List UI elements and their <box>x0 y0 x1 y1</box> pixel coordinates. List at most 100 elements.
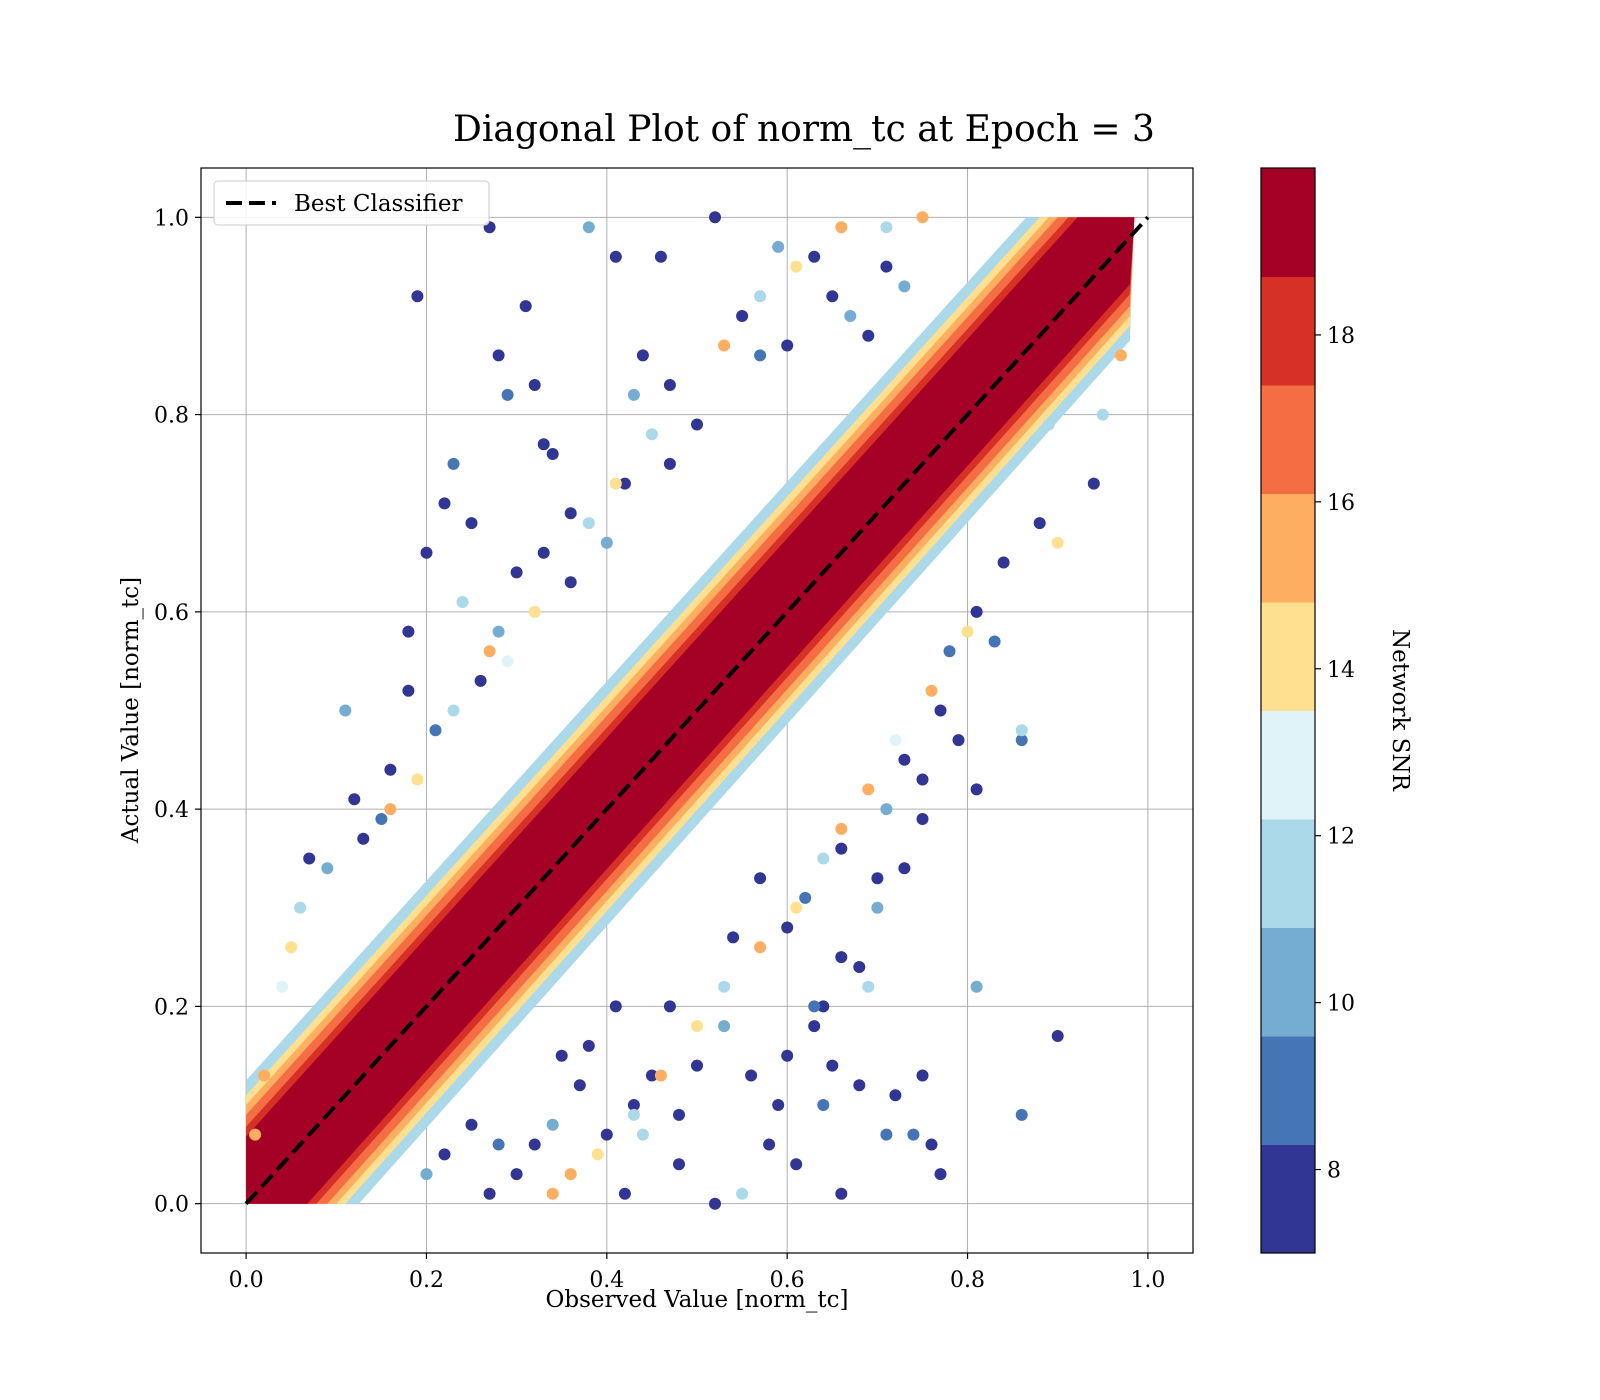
scatter-point <box>627 1099 640 1111</box>
colorbar-segment <box>1261 1144 1315 1254</box>
colorbar-segment <box>1261 602 1315 711</box>
scatter-point <box>411 773 424 786</box>
scatter-point <box>438 497 451 510</box>
scatter-point <box>618 477 631 490</box>
scatter-point <box>817 1099 830 1111</box>
scatter-point <box>727 931 740 944</box>
scatter-point <box>465 1118 478 1131</box>
scatter-point <box>925 1138 938 1151</box>
scatter-point <box>736 1187 749 1200</box>
scatter-point <box>438 1148 451 1161</box>
scatter-point <box>835 951 848 964</box>
scatter-point <box>907 1128 920 1141</box>
scatter-point <box>285 941 298 954</box>
legend-label: Best Classifier <box>294 191 462 217</box>
scatter-point <box>528 379 541 391</box>
scatter-point <box>997 556 1010 569</box>
colorbar-tick-label: 8 <box>1327 1159 1341 1184</box>
scatter-point <box>808 1020 821 1033</box>
colorbar-segment <box>1261 168 1315 277</box>
scatter-point <box>709 211 721 224</box>
colorbar-tick-label: 12 <box>1327 825 1355 850</box>
scatter-point <box>754 349 767 362</box>
x-axis: 0.0 0.2 0.4 0.6 0.8 1.0 <box>229 1253 1165 1293</box>
scatter-point <box>546 1187 559 1200</box>
scatter-point <box>790 1158 803 1171</box>
y-tick-label: 0.0 <box>154 1193 189 1218</box>
scatter-point <box>745 1069 758 1082</box>
scatter-point <box>880 221 893 234</box>
x-tick-label: 1.0 <box>1130 1268 1165 1293</box>
band-layer <box>246 217 1135 1204</box>
scatter-point <box>988 635 1001 648</box>
scatter-point <box>781 1049 794 1062</box>
scatter-point <box>1096 408 1109 421</box>
scatter-point <box>564 576 577 589</box>
scatter-point <box>673 1108 685 1121</box>
scatter-point <box>754 872 767 885</box>
chart-title: Diagonal Plot of norm_tc at Epoch = 3 <box>453 109 1155 150</box>
scatter-point <box>609 1000 622 1013</box>
colorbar-segment <box>1261 493 1315 603</box>
scatter-point <box>772 240 785 253</box>
x-axis-label: Observed Value [norm_tc] <box>546 1287 849 1313</box>
scatter-point <box>916 211 929 224</box>
scatter-point <box>276 980 289 993</box>
y-tick-label: 0.8 <box>154 404 189 429</box>
scatter-point <box>952 734 965 747</box>
scatter-point <box>528 605 541 618</box>
scatter-point <box>636 349 649 362</box>
scatter-point <box>871 901 884 914</box>
scatter-point <box>492 349 505 362</box>
scatter-point <box>889 1089 902 1102</box>
scatter-point <box>754 290 767 303</box>
scatter-point <box>898 862 911 875</box>
scatter-point <box>510 566 523 579</box>
scatter-point <box>528 1138 541 1151</box>
scatter-point <box>627 1108 640 1121</box>
scatter-point <box>483 1187 496 1200</box>
scatter-point <box>871 872 884 885</box>
colorbar-ticks: 8 10 12 14 16 18 <box>1315 324 1355 1184</box>
band-layer-5 <box>246 217 1135 1204</box>
scatter-point <box>925 684 938 697</box>
colorbar-segment <box>1261 1036 1315 1145</box>
y-tick-label: 0.4 <box>154 798 189 823</box>
x-tick-label: 0.0 <box>229 1268 264 1293</box>
scatter-point <box>844 310 857 322</box>
scatter-point <box>492 1138 505 1151</box>
scatter-point <box>1042 418 1055 431</box>
scatter-point <box>898 280 911 293</box>
scatter-point <box>609 250 622 263</box>
y-tick-label: 1.0 <box>154 206 189 231</box>
scatter-point <box>916 1069 929 1082</box>
y-axis: 0.0 0.2 0.4 0.6 0.8 1.0 <box>154 206 201 1218</box>
scatter-point <box>970 783 983 796</box>
scatter-point <box>835 822 848 835</box>
scatter-point <box>718 339 731 352</box>
scatter-point <box>546 1118 559 1131</box>
x-tick-label: 0.8 <box>950 1268 985 1293</box>
scatter-point <box>862 980 875 993</box>
scatter-point <box>817 852 830 865</box>
scatter-point <box>420 546 433 559</box>
scatter-point <box>429 724 442 737</box>
scatter-point <box>880 260 893 273</box>
scatter-point <box>645 428 658 441</box>
scatter-point <box>519 300 532 313</box>
scatter-point <box>492 625 505 638</box>
scatter-point <box>943 645 956 658</box>
scatter-point <box>402 625 415 638</box>
scatter-point <box>691 1059 703 1072</box>
scatter-point <box>573 1079 586 1092</box>
legend: Best Classifier <box>213 180 490 226</box>
colorbar-tick-label: 14 <box>1327 658 1355 683</box>
scatter-point <box>709 1197 721 1210</box>
scatter-point <box>808 1000 821 1013</box>
y-tick-label: 0.6 <box>154 601 189 626</box>
scatter-point <box>357 832 370 845</box>
scatter-point <box>537 546 550 559</box>
scatter-point <box>1114 349 1127 362</box>
scatter-point <box>970 980 983 993</box>
